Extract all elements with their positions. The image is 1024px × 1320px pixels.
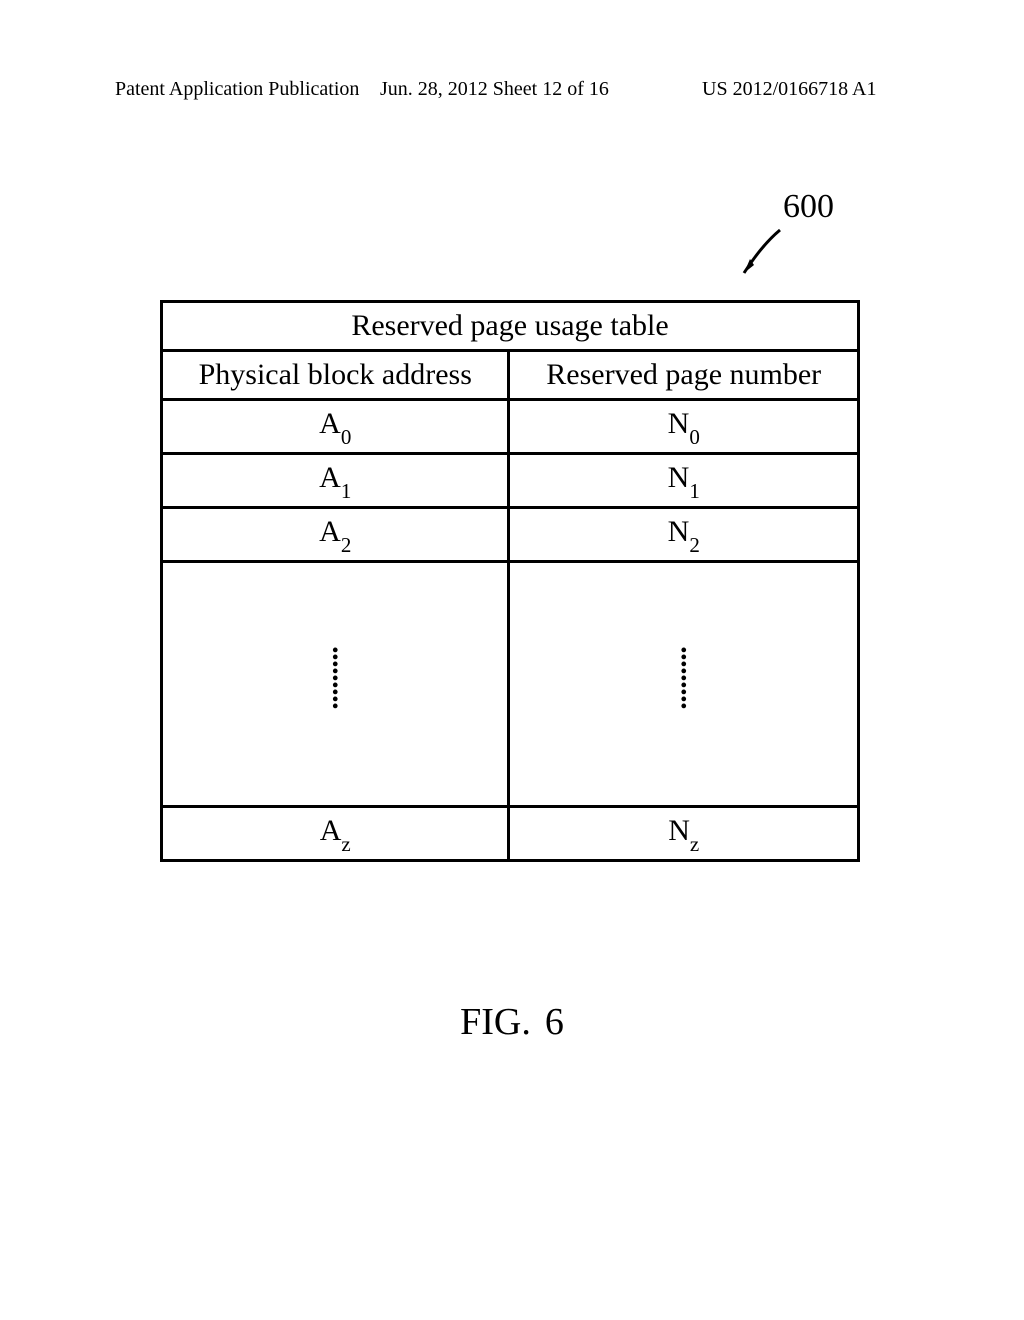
- figure-caption: FIG. 6: [0, 1000, 1024, 1044]
- cell-number: Nz: [509, 807, 859, 861]
- cell-number: N1: [509, 454, 859, 508]
- cell-address: Az: [162, 807, 509, 861]
- reference-number: 600: [783, 188, 834, 226]
- table-title: Reserved page usage table: [162, 302, 859, 351]
- cell-ellipsis: •••••••••: [162, 562, 509, 807]
- header-right-text: US 2012/0166718 A1: [702, 78, 876, 101]
- cell-address: A2: [162, 508, 509, 562]
- header-left-text: Patent Application Publication: [115, 78, 359, 101]
- vertical-dots-icon: •••••••••: [680, 648, 687, 711]
- vertical-dots-icon: •••••••••: [332, 648, 339, 711]
- table-row-ellipsis: ••••••••• •••••••••: [162, 562, 859, 807]
- figure-number: 6: [545, 1001, 564, 1043]
- cell-number: N0: [509, 400, 859, 454]
- cell-address: A1: [162, 454, 509, 508]
- table-row: Az Nz: [162, 807, 859, 861]
- table-row: A0 N0: [162, 400, 859, 454]
- cell-address: A0: [162, 400, 509, 454]
- reserved-page-usage-table: Reserved page usage table Physical block…: [160, 300, 860, 862]
- table-col1-header: Physical block address: [162, 351, 509, 400]
- table-row: A2 N2: [162, 508, 859, 562]
- table-row: A1 N1: [162, 454, 859, 508]
- figure-label: FIG.: [460, 1001, 531, 1043]
- cell-ellipsis: •••••••••: [509, 562, 859, 807]
- table-col2-header: Reserved page number: [509, 351, 859, 400]
- header-center-text: Jun. 28, 2012 Sheet 12 of 16: [380, 78, 609, 101]
- reference-arrow-icon: [732, 225, 792, 290]
- cell-number: N2: [509, 508, 859, 562]
